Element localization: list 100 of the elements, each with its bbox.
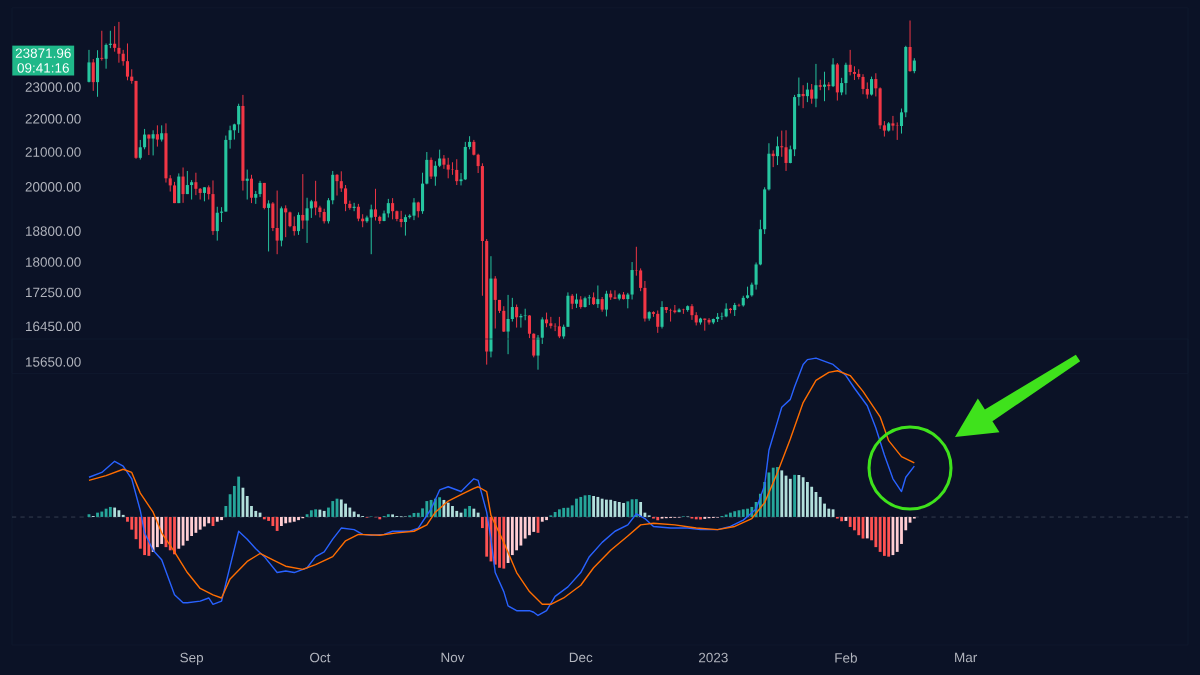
bar [609,499,613,517]
candlestick [215,206,219,242]
candlestick [784,129,788,172]
candlestick [797,77,801,107]
candlestick [852,65,856,81]
bar [780,470,784,517]
bar [605,499,608,517]
candlestick [660,300,664,329]
bar [532,516,536,532]
x-tick-label: Oct [310,652,331,663]
bar [220,516,223,521]
candlestick [339,170,343,193]
x-tick-label: Mar [955,652,978,663]
bar [793,474,796,517]
bar [656,516,660,521]
bar [575,498,578,517]
bar [318,509,322,517]
candlestick [412,197,416,221]
y-tick-label: 15650.00 [26,357,81,367]
bar [857,516,861,536]
bar [788,478,792,517]
candlestick [309,199,313,219]
candlestick [403,214,407,237]
bar [322,510,326,517]
bar [356,514,360,517]
bar [827,508,831,517]
bar [553,512,557,517]
bar [874,516,878,548]
candlestick [532,332,536,358]
candlestick [373,188,378,222]
bar [840,516,844,522]
bar [865,516,869,539]
candlestick [335,173,339,197]
bar [853,516,856,531]
bar [596,496,600,517]
bar [741,509,745,517]
candlestick [540,316,544,345]
bar [168,516,172,551]
bar [510,516,514,556]
bar [498,516,501,568]
bar [348,507,352,517]
candlestick [91,58,95,92]
bar [468,505,471,517]
bar [485,516,489,557]
candlestick [506,294,510,355]
bar [472,508,476,517]
bar [224,505,228,517]
bar [451,505,454,517]
candlestick [249,174,254,204]
bar [797,475,801,517]
bar [579,496,583,517]
bar [776,467,779,517]
candlestick [151,129,155,156]
candlestick [429,157,433,180]
candlestick [775,136,780,166]
bar [545,516,548,521]
candlestick [117,21,121,64]
bar [177,516,181,549]
candlestick [104,42,108,70]
annotation: 09:41:16 [17,63,69,73]
bar [352,511,356,517]
candlestick [455,158,459,186]
bar [245,495,249,517]
bar [733,511,737,517]
candlestick [292,215,296,237]
y-tick-label: 20000.00 [25,182,81,192]
candlestick [143,128,147,150]
candlestick [536,334,540,371]
y-tick-label: 23000.00 [25,82,81,92]
x-tick-label: 2023 [699,652,728,663]
bar [882,516,886,556]
candlestick [433,160,437,187]
bar [100,511,104,517]
candlestick [194,172,198,196]
bar [878,516,882,552]
bar [455,510,459,517]
bar [121,514,125,517]
bar [515,516,519,551]
annotation: 23871.96 [15,48,71,58]
bar [519,516,523,546]
bar [391,514,395,517]
bar [280,516,283,526]
bar [173,516,176,555]
bar [113,507,117,517]
candlestick [446,157,450,179]
bar [185,516,189,541]
candlestick [848,49,852,76]
candlestick [181,166,185,204]
candlestick [639,267,643,292]
x-tick-label: Nov [441,652,465,663]
y-tick-label: 18000.00 [26,257,81,267]
bar [634,499,638,517]
candlestick [587,294,591,306]
candlestick [442,154,446,170]
candlestick [100,30,104,62]
y-tick-label: 21000.00 [25,147,81,157]
bar [438,497,442,517]
bar [190,516,194,537]
bar [309,510,313,517]
candlestick [138,139,142,161]
